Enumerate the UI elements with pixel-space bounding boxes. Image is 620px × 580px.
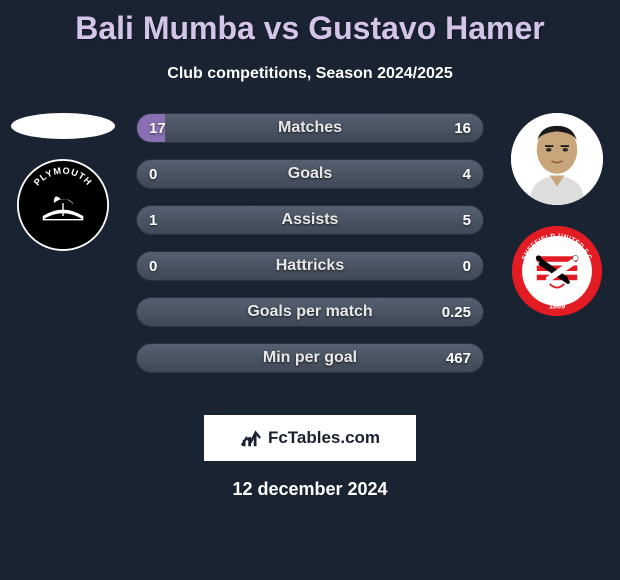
stat-right-value: 0.25 xyxy=(442,304,471,321)
source-label: FcTables.com xyxy=(268,428,380,448)
player-left-photo-placeholder xyxy=(11,113,115,139)
date-label: 12 december 2024 xyxy=(0,479,620,500)
stat-right-value: 467 xyxy=(446,350,471,367)
chart-icon xyxy=(240,427,262,449)
source-badge: FcTables.com xyxy=(204,415,416,461)
stat-right-value: 4 xyxy=(463,166,471,183)
stat-bars: 17Matches160Goals41Assists50Hattricks0Go… xyxy=(136,113,484,373)
stat-right-value: 16 xyxy=(454,120,471,137)
left-player-column: PLYMOUTH xyxy=(8,113,118,251)
stat-row: Goals per match0.25 xyxy=(136,297,484,327)
stat-row: 1Assists5 xyxy=(136,205,484,235)
stat-row: Min per goal467 xyxy=(136,343,484,373)
stat-row: 0Goals4 xyxy=(136,159,484,189)
stat-label: Hattricks xyxy=(137,257,483,275)
club-badge-right: SHEFFIELD UNITED F.C 1889 xyxy=(511,225,603,317)
stat-right-value: 5 xyxy=(463,212,471,229)
stat-label: Goals per match xyxy=(137,303,483,321)
comparison-panel: PLYMOUTH xyxy=(0,113,620,393)
stat-right-value: 0 xyxy=(463,258,471,275)
stat-label: Assists xyxy=(137,211,483,229)
club-badge-right-year: 1889 xyxy=(549,302,565,311)
right-player-column: SHEFFIELD UNITED F.C 1889 xyxy=(502,113,612,317)
stat-row: 17Matches16 xyxy=(136,113,484,143)
page-title: Bali Mumba vs Gustavo Hamer xyxy=(0,0,620,47)
stat-label: Matches xyxy=(137,119,483,137)
stat-label: Min per goal xyxy=(137,349,483,367)
subtitle: Club competitions, Season 2024/2025 xyxy=(0,65,620,83)
club-badge-left: PLYMOUTH xyxy=(17,159,109,251)
stat-label: Goals xyxy=(137,165,483,183)
player-right-photo xyxy=(511,113,603,205)
stat-row: 0Hattricks0 xyxy=(136,251,484,281)
